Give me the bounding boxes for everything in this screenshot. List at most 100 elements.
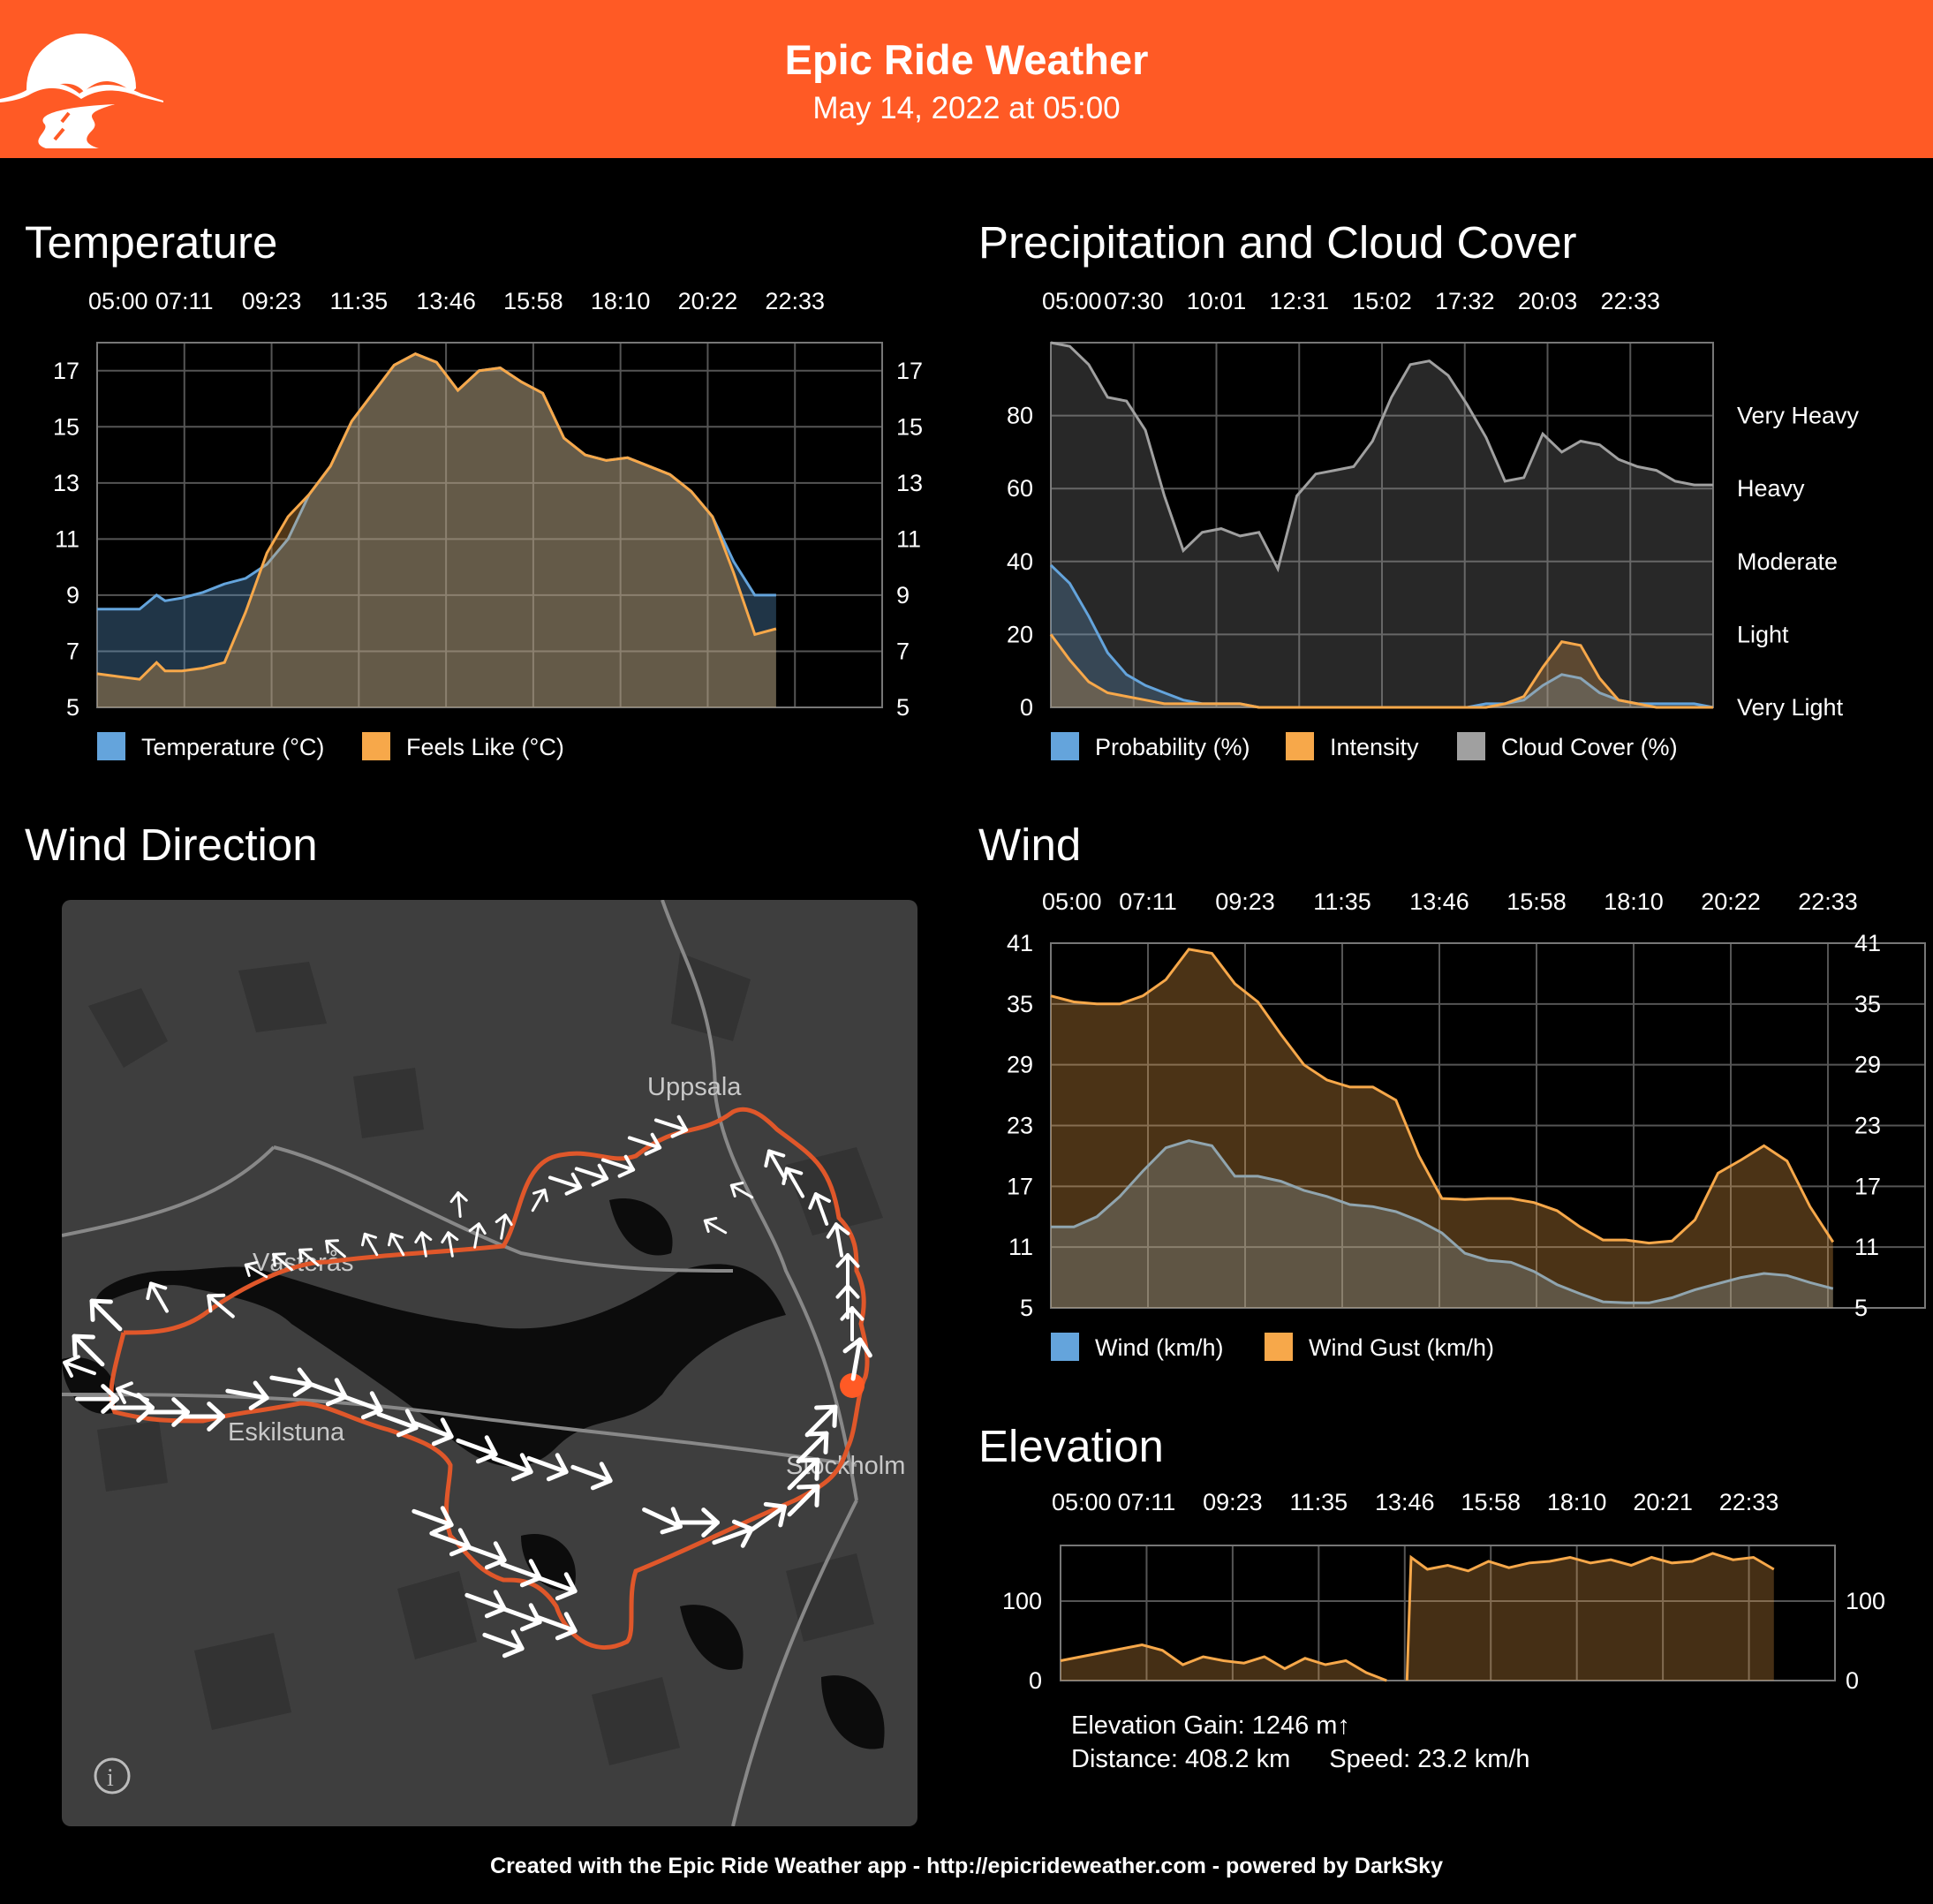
series-wind-gust-km-h- bbox=[1050, 948, 1835, 1308]
wind-arrow-icon bbox=[826, 1222, 850, 1258]
series-area bbox=[97, 353, 776, 707]
wind-arrow-icon bbox=[360, 1232, 379, 1257]
y-tick-label: 41 bbox=[1007, 930, 1033, 956]
wind-direction-title: Wind Direction bbox=[25, 820, 318, 870]
x-tick-label: 15:58 bbox=[1506, 888, 1567, 915]
wind-arrow-icon bbox=[491, 1453, 533, 1482]
y-tick-label: 5 bbox=[1020, 1295, 1033, 1321]
wind-arrow-icon bbox=[464, 1541, 507, 1570]
y-tick-label: 17 bbox=[1007, 1173, 1033, 1199]
series-area bbox=[97, 353, 776, 707]
series-area bbox=[1061, 1644, 1387, 1681]
x-tick-label: 05:00 bbox=[1042, 288, 1102, 314]
x-tick-label: 07:11 bbox=[1119, 888, 1177, 915]
y-tick-label-right: 23 bbox=[1854, 1113, 1881, 1139]
temperature-title: Temperature bbox=[25, 217, 278, 268]
wind-arrow-icon bbox=[535, 1612, 578, 1641]
legend-swatch bbox=[1457, 732, 1485, 760]
y-tick-label-right: 7 bbox=[896, 638, 910, 664]
wind-arrow-icon bbox=[535, 1572, 578, 1601]
y-tick-label: 40 bbox=[1007, 548, 1033, 575]
y-tick-label-right: 35 bbox=[1854, 991, 1881, 1017]
legend-label: Cloud Cover (%) bbox=[1501, 734, 1678, 760]
wind-title: Wind bbox=[978, 820, 1082, 870]
wind-frame bbox=[1050, 942, 1926, 1309]
y-tick-label-right: 5 bbox=[896, 694, 910, 721]
series-area bbox=[1407, 1553, 1774, 1681]
elevation-gain: Elevation Gain: 1246 m↑ bbox=[1071, 1711, 1350, 1740]
x-tick-label: 05:00 bbox=[88, 288, 148, 314]
x-tick-label: 17:32 bbox=[1435, 288, 1495, 314]
y-tick-label: 0 bbox=[1029, 1667, 1042, 1694]
series-area bbox=[1051, 1140, 1833, 1308]
series-line bbox=[96, 352, 777, 681]
wind-arrow-icon bbox=[600, 1154, 636, 1178]
app-title: Epic Ride Weather bbox=[784, 36, 1149, 83]
y-tick-label-right: 29 bbox=[1854, 1052, 1881, 1078]
intensity-label: Moderate bbox=[1737, 548, 1838, 575]
y-tick-label-right: 41 bbox=[1854, 930, 1881, 956]
legend-label: Temperature (°C) bbox=[141, 734, 324, 760]
y-tick-label: 0 bbox=[1020, 694, 1033, 721]
info-icon[interactable]: i bbox=[94, 1757, 131, 1794]
legend-label: Feels Like (°C) bbox=[406, 734, 564, 760]
y-tick-label: 35 bbox=[1007, 991, 1033, 1017]
series-line bbox=[1050, 948, 1835, 1245]
series-line bbox=[1051, 1139, 1834, 1304]
wind-arrow-icon bbox=[468, 1222, 487, 1249]
x-tick-label: 09:23 bbox=[1203, 1489, 1263, 1515]
wind-arrow-icon bbox=[414, 1231, 433, 1258]
y-tick-label: 100 bbox=[1002, 1588, 1042, 1614]
wind-arrow-icon bbox=[642, 1507, 683, 1535]
y-tick-label-right: 13 bbox=[896, 470, 923, 496]
map-label-uppsala: Uppsala bbox=[647, 1073, 742, 1101]
elevation-frame bbox=[1060, 1545, 1836, 1681]
wind-arrow-icon bbox=[570, 1462, 613, 1491]
elevation-stats: Elevation Gain: 1246 m↑ Distance: 408.2 … bbox=[1071, 1709, 1530, 1776]
wind-arrow-icon bbox=[376, 1409, 419, 1438]
x-tick-label: 09:23 bbox=[242, 288, 302, 314]
wind-direction-map[interactable]: Uppsala Västerås Eskilstuna Stockholm i bbox=[62, 900, 917, 1826]
x-tick-label: 20:21 bbox=[1633, 1489, 1693, 1515]
y-tick-label-right: 17 bbox=[896, 358, 923, 384]
y-tick-label: 17 bbox=[53, 358, 79, 384]
x-tick-label: 15:58 bbox=[1461, 1489, 1521, 1515]
wind-arrow-icon bbox=[787, 1484, 820, 1517]
wind-arrow-icon bbox=[574, 1163, 609, 1187]
wind-arrow-icon bbox=[110, 1393, 155, 1423]
wind-arrow-icon bbox=[495, 1213, 513, 1240]
precipitation-chart: 05:00 07:30 10:01 12:31 15:02 17:32 20:03 22:33… bbox=[1007, 288, 1860, 760]
series-line bbox=[1050, 341, 1713, 573]
wind-arrow-icon bbox=[146, 1281, 169, 1313]
x-tick-label: 12:31 bbox=[1269, 288, 1329, 314]
header-bar: Epic Ride Weather May 14, 2022 at 05:00 bbox=[0, 0, 1933, 158]
wind-arrow-icon bbox=[441, 1231, 459, 1258]
wind-arrow-icon bbox=[72, 1334, 105, 1367]
x-tick-label: 22:33 bbox=[1719, 1489, 1779, 1515]
x-tick-label: 07:11 bbox=[155, 288, 214, 314]
y-tick-label: 9 bbox=[66, 582, 79, 608]
y-tick-label-right: 17 bbox=[1854, 1173, 1881, 1199]
wind-arrow-icon bbox=[531, 1188, 549, 1213]
series-elevation bbox=[1060, 1552, 1775, 1682]
x-tick-label: 09:23 bbox=[1215, 888, 1275, 915]
x-tick-label: 18:10 bbox=[1547, 1489, 1607, 1515]
x-tick-label: 20:22 bbox=[1701, 888, 1761, 915]
y-tick-label-right: 5 bbox=[1854, 1295, 1868, 1321]
legend-swatch bbox=[97, 732, 125, 760]
temperature-grid bbox=[97, 343, 882, 708]
series-cloud-cover- bbox=[1050, 341, 1713, 707]
x-tick-label: 22:33 bbox=[1600, 288, 1660, 314]
wind-arrow-icon bbox=[181, 1402, 225, 1432]
x-tick-label: 07:11 bbox=[1118, 1489, 1176, 1515]
wind-arrow-icon bbox=[653, 1114, 689, 1138]
wind-arrow-icon bbox=[225, 1380, 269, 1410]
y-tick-label: 23 bbox=[1007, 1113, 1033, 1139]
wind-arrow-icon bbox=[808, 1192, 831, 1226]
wind-arrow-icon bbox=[796, 1431, 829, 1464]
wind-arrow-icon bbox=[89, 1298, 123, 1332]
wind-arrow-icon bbox=[387, 1232, 405, 1257]
svg-text:i: i bbox=[107, 1764, 114, 1792]
series-line bbox=[1049, 633, 1713, 709]
wind-arrow-icon bbox=[412, 1506, 454, 1535]
